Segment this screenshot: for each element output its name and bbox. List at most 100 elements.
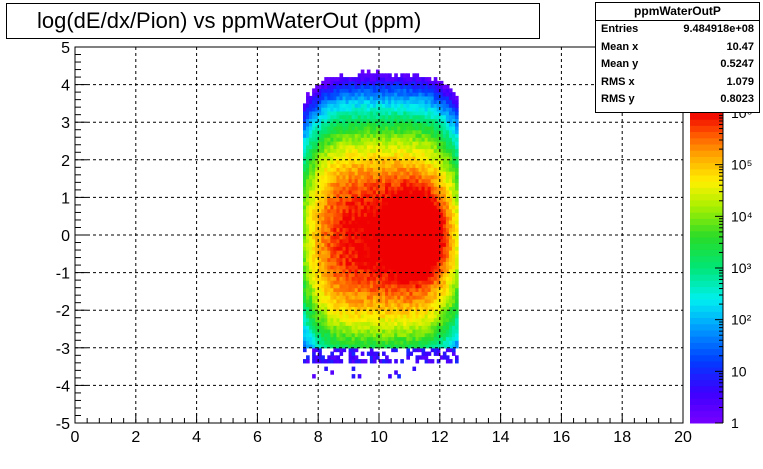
heatmap-cell: [324, 178, 328, 183]
heatmap-cell: [375, 313, 380, 319]
heatmap-cell: [372, 295, 377, 300]
heatmap-cell: [336, 167, 341, 172]
heatmap-cell: [303, 156, 307, 161]
heatmap-cell: [342, 223, 347, 229]
heatmap-cell: [357, 310, 362, 315]
heatmap-cell: [351, 80, 356, 86]
heatmap-cell: [309, 95, 313, 101]
heatmap-cell: [333, 302, 338, 308]
heatmap-cell: [333, 88, 338, 93]
heatmap-cell: [397, 276, 401, 281]
heatmap-cell: [318, 95, 322, 101]
heatmap-cell: [345, 261, 350, 266]
heatmap-cell: [372, 250, 377, 255]
heatmap-cell: [442, 152, 447, 157]
heatmap-cell: [336, 235, 341, 240]
heatmap-cell: [315, 306, 319, 311]
heatmap-cell: [451, 133, 456, 138]
heatmap-cell: [351, 336, 356, 341]
heatmap-cell: [382, 231, 386, 236]
heatmap-cell: [436, 84, 441, 89]
colorbar-segment: [690, 280, 723, 288]
heatmap-cell: [363, 250, 368, 255]
heatmap-cell: [412, 186, 417, 191]
heatmap-cell: [324, 95, 328, 101]
colorbar-segment: [690, 113, 723, 120]
heatmap-cell: [306, 95, 310, 101]
heatmap-cell: [451, 235, 456, 240]
heatmap-cell: [327, 189, 331, 195]
heatmap-cell: [415, 178, 420, 183]
heatmap-cell: [336, 246, 341, 251]
heatmap-cell: [439, 340, 444, 345]
heatmap-cell: [366, 137, 371, 142]
heatmap-cell: [303, 272, 307, 277]
heatmap-cell: [403, 148, 407, 153]
heatmap-cell: [385, 298, 389, 304]
heatmap-cell: [430, 92, 435, 97]
heatmap-cell: [348, 283, 353, 289]
heatmap-cell: [306, 141, 310, 146]
heatmap-cell: [348, 250, 353, 255]
heatmap-cell: [321, 231, 325, 236]
heatmap-cell: [309, 197, 313, 202]
heatmap-cell: [455, 219, 459, 225]
heatmap-cell: [327, 77, 331, 82]
heatmap-cell: [375, 212, 380, 217]
heatmap-cell: [348, 174, 353, 180]
heatmap-cell: [391, 103, 395, 108]
heatmap-cell: [430, 265, 435, 270]
heatmap-cell: [430, 242, 435, 247]
heatmap-cell: [421, 298, 426, 304]
heatmap-cell: [455, 355, 459, 360]
heatmap-cell: [436, 351, 441, 356]
heatmap-cell: [321, 283, 325, 289]
heatmap-cell: [448, 336, 453, 341]
heatmap-cell: [451, 227, 456, 232]
heatmap-cell: [415, 261, 420, 266]
heatmap-cell: [354, 317, 359, 323]
heatmap-cell: [339, 283, 344, 289]
heatmap-cell: [327, 317, 331, 323]
heatmap-cell: [406, 268, 410, 274]
heatmap-cell: [430, 276, 435, 281]
heatmap-cell: [363, 276, 368, 281]
heatmap-cell: [421, 250, 426, 255]
heatmap-cell: [388, 174, 392, 180]
heatmap-cell: [312, 103, 316, 108]
heatmap-cell: [379, 298, 383, 304]
heatmap-cell: [312, 321, 316, 326]
heatmap-cell: [433, 268, 438, 274]
heatmap-cell: [309, 129, 313, 135]
heatmap-cell: [388, 272, 392, 277]
heatmap-cell: [336, 329, 341, 334]
heatmap-cell: [315, 107, 319, 112]
heatmap-cell: [375, 227, 380, 232]
heatmap-cell: [448, 171, 453, 176]
heatmap-cell: [324, 107, 328, 112]
heatmap-cell: [354, 189, 359, 195]
stats-row-mean-x: Mean x 10.47: [596, 39, 759, 57]
heatmap-cell: [427, 186, 432, 191]
heatmap-cell: [354, 84, 359, 89]
heatmap-cell: [345, 321, 350, 326]
colorbar-segment: [690, 249, 723, 257]
heatmap-cell: [421, 148, 426, 153]
heatmap-cell: [342, 141, 347, 146]
heatmap-cell: [455, 325, 459, 330]
heatmap-cell: [382, 317, 386, 323]
heatmap-cell: [442, 208, 447, 214]
heatmap-cell: [412, 84, 417, 89]
heatmap-cell: [318, 174, 322, 180]
heatmap-cell: [409, 250, 414, 255]
heatmap-cell: [421, 189, 426, 195]
heatmap-cell: [409, 110, 414, 116]
heatmap-cell: [415, 347, 420, 353]
heatmap-cell: [455, 280, 459, 285]
heatmap-cell: [445, 92, 450, 97]
heatmap-cell: [406, 137, 410, 142]
heatmap-cell: [330, 201, 334, 206]
heatmap-cell: [409, 219, 414, 225]
heatmap-cell: [357, 178, 362, 183]
heatmap-cell: [427, 351, 432, 356]
